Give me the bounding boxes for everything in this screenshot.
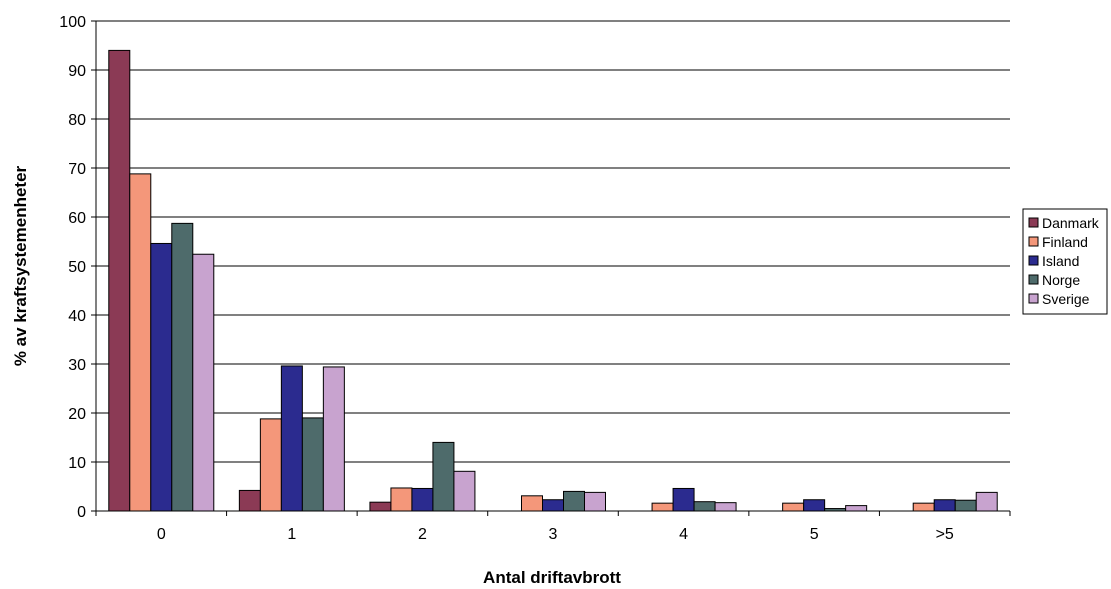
bar-finland-6 <box>912 502 935 512</box>
legend-swatch-danmark <box>1028 217 1039 228</box>
y-tick-labels: 0 10 20 30 40 50 60 70 80 90 100 <box>59 14 86 521</box>
bar-finland-5 <box>782 502 805 512</box>
legend: Danmark Finland Island Norge Sverige <box>1022 208 1108 315</box>
axes <box>91 20 1011 516</box>
bar-sverige-0 <box>192 253 215 512</box>
bar-sverige-4 <box>714 502 737 512</box>
bar-norge-2 <box>432 441 455 512</box>
legend-label-danmark: Danmark <box>1042 215 1100 231</box>
x-tick-label: 1 <box>287 526 296 543</box>
y-tick-label: 60 <box>68 210 86 227</box>
x-tick-label: 5 <box>810 526 819 543</box>
bar-sverige-1 <box>322 366 345 512</box>
x-tick-labels: 0 1 2 3 4 5 >5 <box>157 526 954 543</box>
bar-island-6 <box>933 499 956 512</box>
y-tick-label: 90 <box>68 63 86 80</box>
y-tick-label: 80 <box>68 112 86 129</box>
y-tick-label: 70 <box>68 161 86 178</box>
bar-danmark-0 <box>108 49 131 512</box>
bar-norge-6 <box>954 499 977 512</box>
legend-swatch-finland <box>1028 236 1039 247</box>
y-tick-label: 40 <box>68 308 86 325</box>
bar-island-3 <box>542 499 564 512</box>
y-tick-label: 30 <box>68 357 86 374</box>
legend-label-sverige: Sverige <box>1042 291 1090 307</box>
y-tick-label: 20 <box>68 406 86 423</box>
x-tick-label: 0 <box>157 526 166 543</box>
x-tick-label: 3 <box>549 526 558 543</box>
x-tick-label: >5 <box>936 526 954 543</box>
bar-island-0 <box>150 242 173 512</box>
bar-norge-4 <box>693 501 716 512</box>
bar-norge-0 <box>171 222 194 512</box>
bar-norge-1 <box>301 417 324 512</box>
bar-finland-3 <box>521 495 543 512</box>
gridlines <box>96 20 1010 463</box>
bar-danmark-1 <box>238 489 261 512</box>
legend-swatch-island <box>1028 255 1039 266</box>
bar-finland-1 <box>259 418 282 512</box>
bar-danmark-2 <box>369 501 392 512</box>
bar-sverige-3 <box>584 491 606 512</box>
bar-island-2 <box>411 487 434 512</box>
bar-finland-0 <box>129 173 152 512</box>
y-axis-title: % av kraftsystemenheter <box>11 165 30 366</box>
legend-swatch-norge <box>1028 274 1039 285</box>
bar-island-1 <box>280 365 303 512</box>
bars <box>108 49 998 512</box>
bar-norge-3 <box>563 490 585 512</box>
y-tick-label: 50 <box>68 259 86 276</box>
y-tick-label: 10 <box>68 455 86 472</box>
x-tick-label: 4 <box>679 526 688 543</box>
legend-label-finland: Finland <box>1042 234 1088 250</box>
bar-finland-2 <box>390 487 413 512</box>
legend-label-island: Island <box>1042 253 1079 269</box>
legend-swatch-sverige <box>1028 293 1039 304</box>
bar-island-5 <box>803 499 826 512</box>
bar-sverige-2 <box>453 470 476 512</box>
x-tick-label: 2 <box>418 526 427 543</box>
legend-label-norge: Norge <box>1042 272 1080 288</box>
y-tick-label: 0 <box>77 504 86 521</box>
bar-island-4 <box>672 487 695 512</box>
y-tick-label: 100 <box>59 14 86 31</box>
x-axis-title: Antal driftavbrott <box>483 568 621 587</box>
bar-sverige-6 <box>975 491 998 512</box>
bar-sverige-5 <box>845 505 868 512</box>
bar-finland-4 <box>651 502 674 512</box>
